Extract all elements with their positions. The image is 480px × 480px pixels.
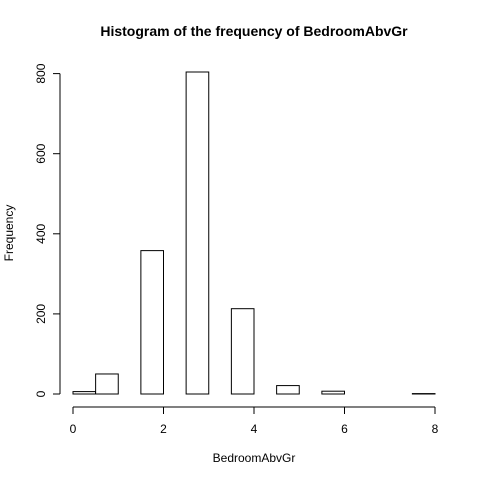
bars-group <box>72 71 436 395</box>
x-tick-label: 6 <box>341 422 348 436</box>
histogram-bar <box>276 385 300 395</box>
x-tick-label: 4 <box>251 422 258 436</box>
y-tick-label: 0 <box>34 390 48 397</box>
y-tick-label: 800 <box>34 63 48 83</box>
y-tick-label: 400 <box>34 223 48 243</box>
chart-title: Histogram of the frequency of BedroomAbv… <box>100 23 408 39</box>
y-axis-label: Frequency <box>2 205 16 262</box>
x-tick-label: 2 <box>160 422 167 436</box>
histogram-bar <box>95 373 119 395</box>
y-tick-label: 200 <box>34 304 48 324</box>
y-tick-label: 600 <box>34 143 48 163</box>
histogram-bar <box>230 308 255 395</box>
x-axis: 0 2 4 6 8 <box>70 406 439 436</box>
histogram-bar <box>72 391 97 395</box>
histogram-bar <box>321 390 345 395</box>
histogram-bar <box>185 71 210 395</box>
x-axis-label: BedroomAbvGr <box>213 451 296 465</box>
y-axis: 0 200 400 600 800 <box>34 63 61 397</box>
histogram-bar <box>140 250 164 395</box>
x-tick-label: 0 <box>70 422 77 436</box>
x-tick-label: 8 <box>432 422 439 436</box>
